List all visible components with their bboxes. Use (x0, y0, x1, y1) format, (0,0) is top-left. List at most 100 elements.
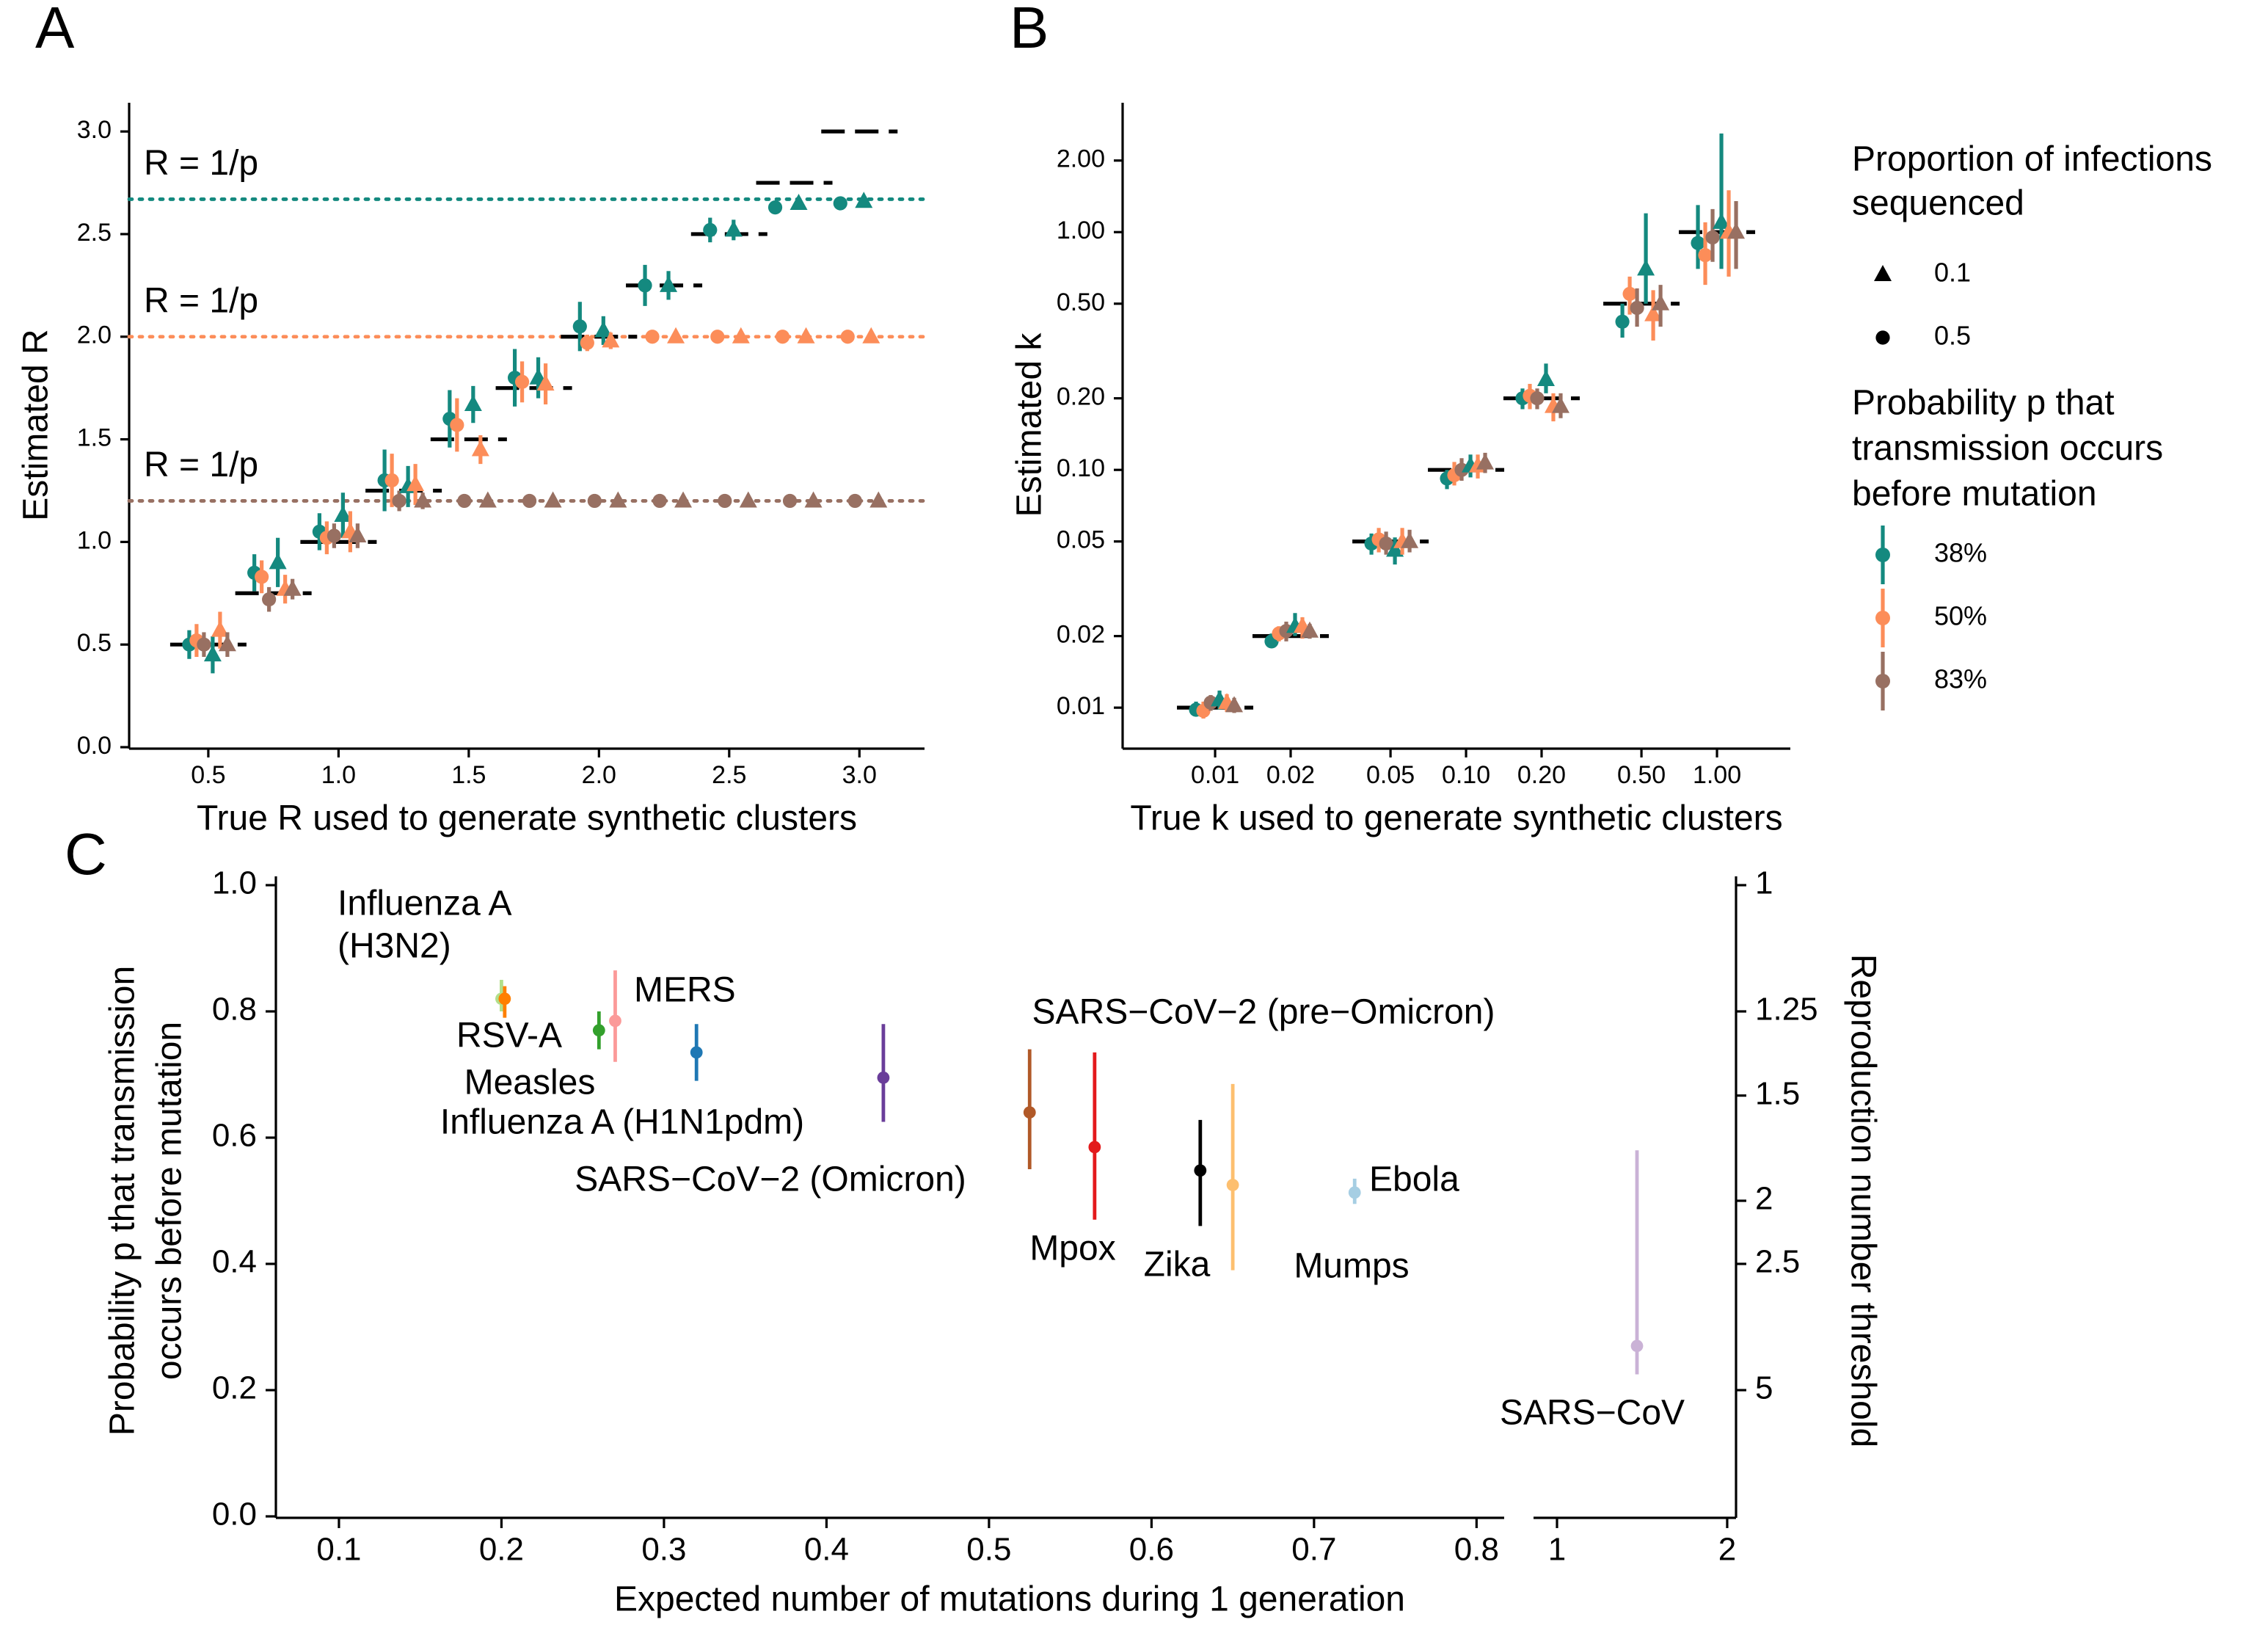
legend-swatch (1875, 548, 1890, 562)
point (775, 330, 790, 344)
point (384, 473, 399, 488)
point-label: (H3N2) (338, 927, 451, 966)
point (869, 491, 888, 508)
point-label: Influenza A (338, 884, 512, 923)
x-tick-label: 0.8 (1454, 1532, 1499, 1568)
point (667, 327, 685, 343)
reference-label: R = 1/p (144, 446, 258, 484)
legend-title: sequenced (1852, 184, 2024, 223)
point (1023, 1106, 1036, 1119)
point (703, 222, 718, 237)
x-tick-label: 2 (1718, 1532, 1736, 1568)
point (638, 278, 652, 293)
panel-label: A (35, 0, 75, 60)
y-tick-label: 2.0 (77, 321, 112, 349)
y-axis-label: Probability p that transmission (103, 966, 142, 1436)
y2-tick-label: 1 (1755, 865, 1773, 901)
point (536, 374, 555, 391)
y-tick-label: 0.2 (212, 1370, 257, 1406)
x-axis-label: True k used to generate synthetic cluste… (1130, 799, 1782, 838)
y-tick-label: 0.6 (212, 1118, 257, 1154)
y-tick-label: 0.0 (212, 1497, 257, 1533)
reference-label: R = 1/p (144, 281, 258, 320)
point-label: Zika (1144, 1246, 1211, 1284)
legend-label: 83% (1934, 664, 1987, 694)
point (262, 592, 277, 607)
x-tick-label: 0.4 (804, 1532, 849, 1568)
reference-label: R = 1/p (144, 144, 258, 183)
y2-tick-label: 2.5 (1755, 1244, 1800, 1280)
point (1088, 1141, 1101, 1154)
point (349, 526, 367, 542)
point (255, 570, 269, 584)
point (609, 1014, 621, 1028)
x-tick-label: 3.0 (842, 761, 877, 789)
x-axis-label: True R used to generate synthetic cluste… (197, 799, 857, 838)
point-label: Mpox (1029, 1229, 1115, 1268)
y-tick-label: 2.5 (77, 219, 112, 247)
point (203, 645, 222, 662)
x-tick-label: 2.0 (582, 761, 616, 789)
legend-title: Proportion of infections (1852, 140, 2212, 179)
point (197, 637, 211, 652)
point (464, 395, 482, 412)
point (457, 493, 472, 509)
x-tick-label: 0.5 (191, 761, 225, 789)
point (580, 335, 594, 350)
y-axis-label: Estimated k (1010, 332, 1049, 517)
point (1652, 294, 1670, 310)
legend-label: 50% (1934, 601, 1987, 631)
x-tick-label: 0.05 (1366, 761, 1415, 789)
point (645, 330, 660, 344)
point (690, 1046, 703, 1059)
point-label: Measles (464, 1064, 596, 1102)
point (334, 506, 352, 523)
point (840, 330, 855, 344)
point (283, 579, 302, 596)
point (1713, 212, 1731, 229)
point (1348, 1186, 1361, 1199)
point (833, 196, 847, 211)
y2-tick-label: 1.5 (1755, 1075, 1800, 1111)
y-tick-label: 0.05 (1057, 526, 1105, 554)
point (1644, 305, 1663, 321)
y2-tick-label: 1.25 (1755, 992, 1818, 1028)
point (724, 220, 743, 237)
point (450, 418, 464, 432)
y-tick-label: 1.0 (212, 865, 257, 901)
point (514, 374, 530, 389)
x-tick-label: 1.0 (321, 761, 356, 789)
point (718, 493, 732, 509)
point (1225, 696, 1244, 713)
y-axis-label: occurs before mutation (150, 1022, 189, 1380)
y-tick-label: 0.10 (1057, 454, 1105, 482)
y-tick-label: 0.8 (212, 992, 257, 1028)
point (544, 491, 562, 508)
point (609, 491, 627, 508)
y-tick-label: 0.0 (77, 732, 112, 760)
x-tick-label: 0.01 (1191, 761, 1239, 789)
y-tick-label: 1.00 (1057, 217, 1105, 244)
x-tick-label: 1.5 (451, 761, 486, 789)
y-tick-label: 3.0 (77, 116, 112, 144)
point (1637, 259, 1655, 276)
panel-label: C (65, 821, 107, 887)
point (790, 194, 808, 211)
point (592, 1024, 605, 1037)
point (594, 321, 613, 338)
point (797, 327, 815, 343)
point (1194, 1164, 1207, 1177)
x-tick-label: 0.50 (1617, 761, 1666, 789)
y2-tick-label: 5 (1755, 1370, 1773, 1406)
point (587, 493, 602, 509)
point-label: SARS−CoV−2 (Omicron) (575, 1160, 966, 1199)
point (862, 327, 880, 343)
point-label: Ebola (1369, 1160, 1459, 1199)
point-label: MERS (634, 971, 736, 1010)
x-tick-label: 1 (1548, 1532, 1566, 1568)
point (1705, 230, 1720, 245)
x-tick-label: 0.10 (1442, 761, 1490, 789)
point (1874, 265, 1892, 281)
x-tick-label: 0.20 (1517, 761, 1566, 789)
x-tick-label: 0.5 (966, 1532, 1011, 1568)
